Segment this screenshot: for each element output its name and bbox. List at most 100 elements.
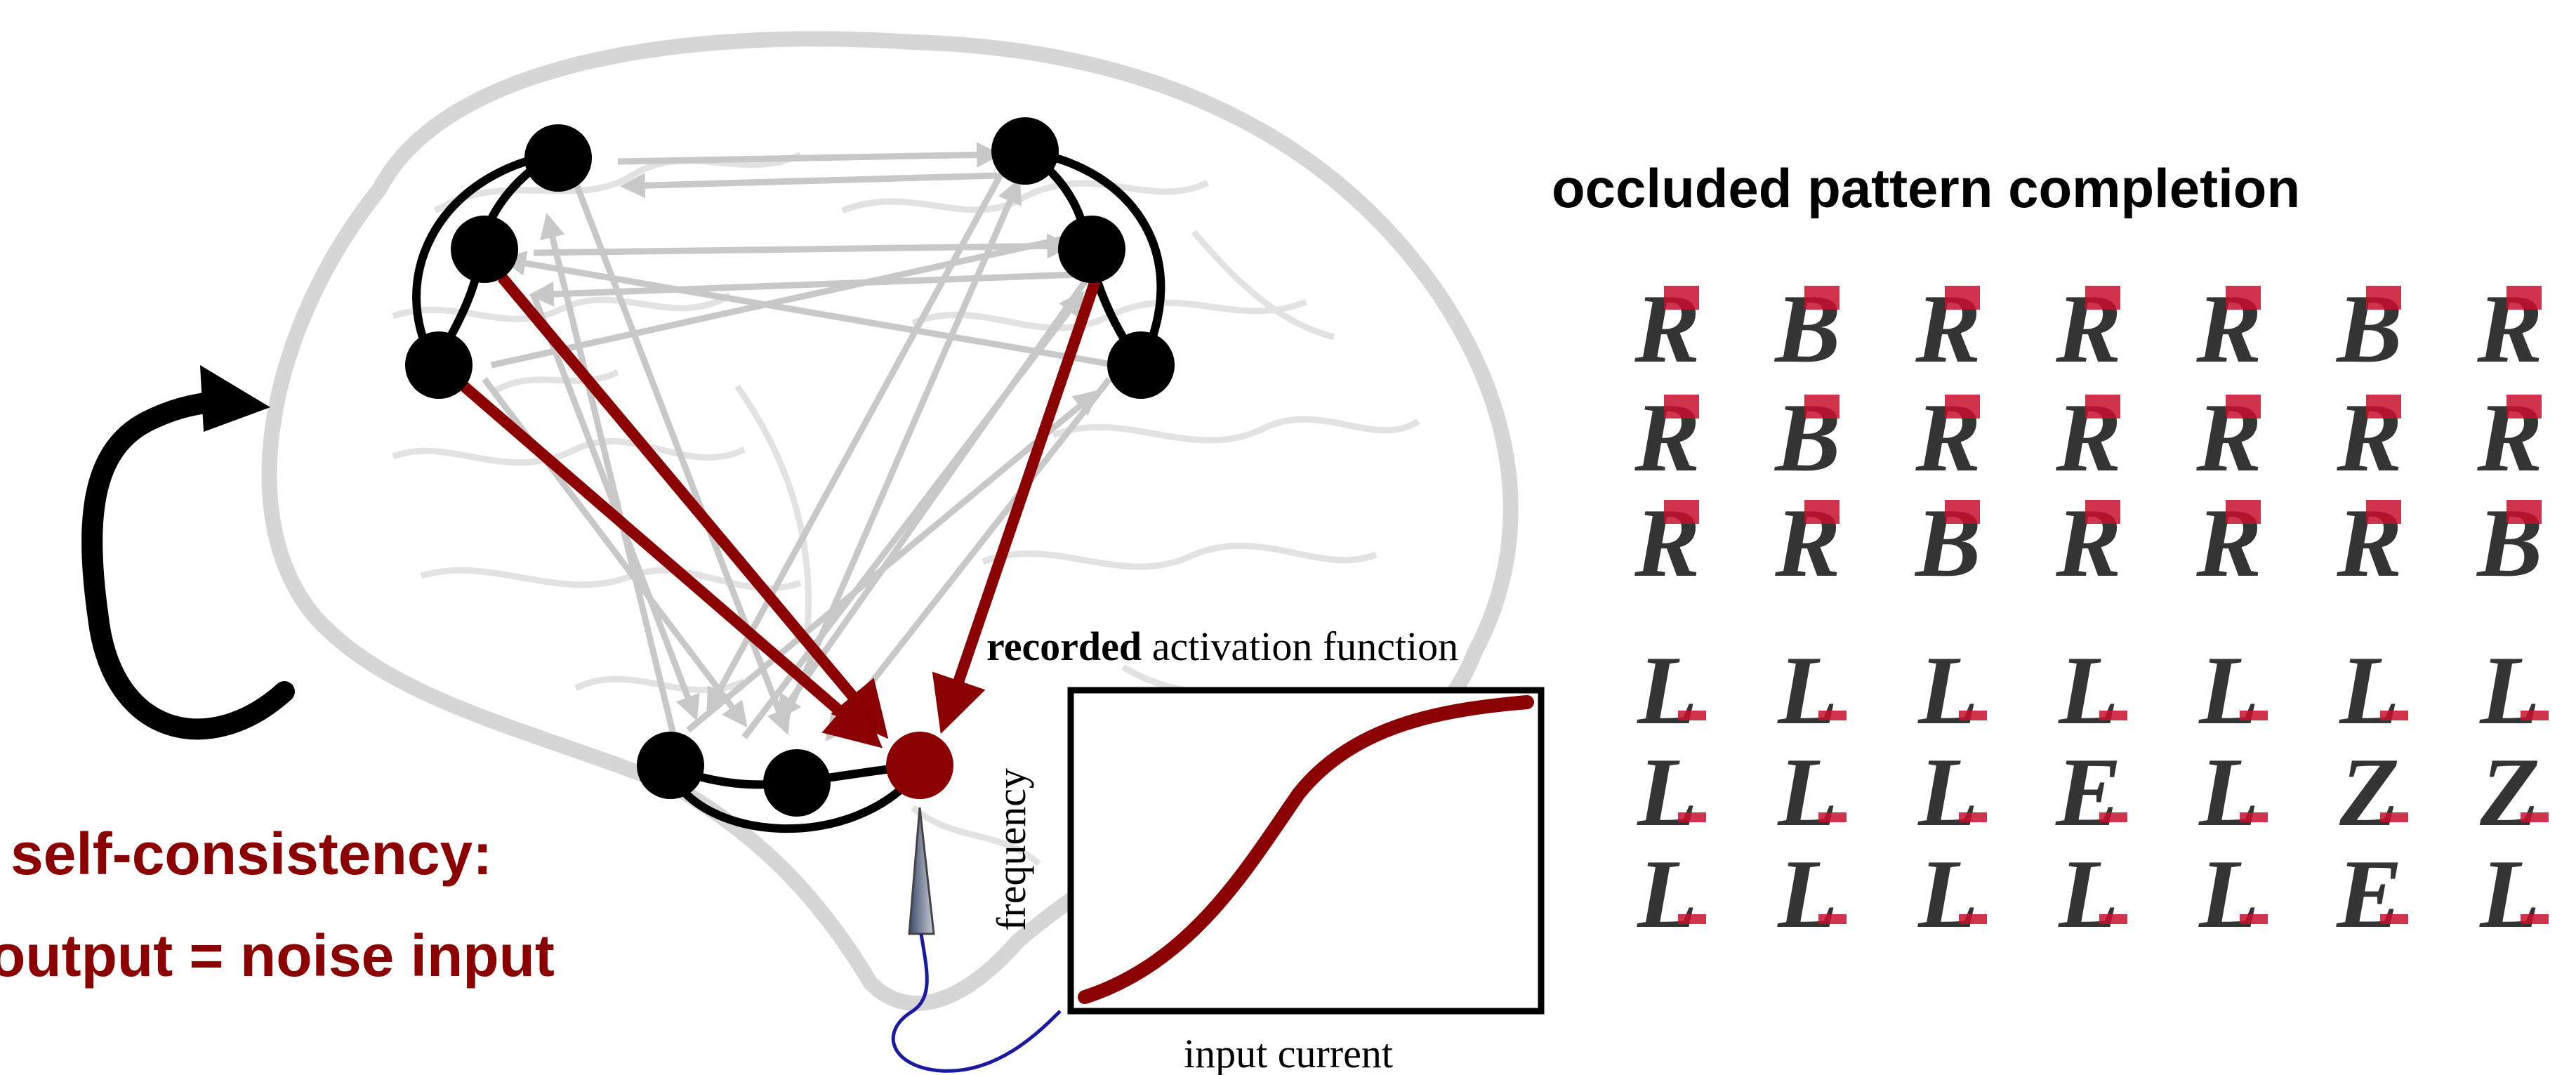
pattern-cell: R bbox=[1915, 383, 1981, 492]
completion-highlight bbox=[2366, 286, 2401, 310]
pattern-glyph: L bbox=[1917, 840, 1979, 949]
activation-curve bbox=[1078, 695, 1534, 1004]
completion-highlight bbox=[1945, 500, 1980, 524]
pattern-glyph: L bbox=[1776, 840, 1838, 949]
pattern-cell: L bbox=[2478, 636, 2549, 745]
completion-highlight bbox=[1818, 914, 1847, 924]
circular-arrow-icon bbox=[81, 365, 295, 740]
completion-highlight bbox=[1678, 812, 1706, 822]
pattern-cell: L bbox=[1776, 840, 1847, 949]
pattern-glyph: L bbox=[1636, 738, 1698, 847]
node bbox=[1107, 331, 1175, 399]
node bbox=[1058, 216, 1125, 283]
pattern-cell: R bbox=[1634, 383, 1700, 492]
pattern-cell: R bbox=[2055, 275, 2121, 383]
node bbox=[405, 331, 473, 399]
pattern-cell: L bbox=[2057, 636, 2127, 745]
activation-ylabel: frequency bbox=[989, 768, 1034, 931]
completion-highlight bbox=[2099, 711, 2127, 720]
pattern-completion-title: occluded pattern completion bbox=[1552, 157, 2300, 219]
node bbox=[451, 216, 518, 283]
completion-highlight bbox=[2226, 500, 2261, 524]
pattern-cell: L bbox=[2338, 636, 2408, 745]
activation-plot: recorded activation function frequency i… bbox=[986, 624, 1545, 1075]
pattern-cell: R bbox=[1774, 489, 1840, 598]
completion-highlight bbox=[2085, 500, 2120, 524]
pattern-glyph: L bbox=[2478, 840, 2540, 949]
completion-highlight bbox=[2506, 395, 2542, 418]
pattern-cell: B bbox=[1774, 275, 1840, 383]
completion-highlight bbox=[1959, 914, 1987, 924]
pattern-cell: R bbox=[2476, 383, 2542, 492]
electrode-wire bbox=[891, 933, 1062, 1073]
self-consistency-line1: self-consistency: bbox=[11, 821, 492, 887]
pattern-glyph: L bbox=[2057, 840, 2119, 949]
pattern-cell: L bbox=[1917, 840, 1987, 949]
pattern-glyph: L bbox=[1776, 636, 1838, 745]
completion-highlight bbox=[2380, 914, 2408, 924]
pattern-cell: R bbox=[2336, 489, 2402, 598]
completion-highlight bbox=[2240, 812, 2268, 822]
completion-highlight bbox=[2226, 395, 2261, 418]
pattern-cell: R bbox=[2336, 383, 2402, 492]
pattern-glyph: L bbox=[2478, 636, 2540, 745]
completion-highlight bbox=[1818, 812, 1847, 822]
recording-electrode bbox=[891, 807, 1062, 1073]
completion-highlight bbox=[2380, 711, 2408, 720]
pattern-glyph: L bbox=[1636, 636, 1698, 745]
pattern-cell: L bbox=[2478, 840, 2549, 949]
completion-highlight bbox=[1804, 395, 1839, 418]
network-nodes bbox=[405, 117, 1175, 817]
recorded-neuron bbox=[886, 732, 953, 799]
completion-highlight bbox=[2380, 812, 2408, 822]
pattern-glyph: Z bbox=[2339, 738, 2400, 847]
pattern-cell: L bbox=[1776, 636, 1847, 745]
pattern-glyph: L bbox=[1917, 738, 1979, 847]
node bbox=[637, 732, 704, 799]
pattern-cell: L bbox=[1636, 636, 1706, 745]
pattern-cell: E bbox=[2335, 840, 2408, 949]
completion-highlight bbox=[2521, 812, 2549, 822]
pattern-cell: R bbox=[2195, 489, 2261, 598]
completion-highlight bbox=[2085, 286, 2120, 310]
pattern-glyph: L bbox=[2338, 636, 2400, 745]
pattern-cell: R bbox=[2476, 275, 2542, 383]
pattern-glyph: L bbox=[2198, 840, 2259, 949]
node bbox=[763, 749, 831, 817]
pattern-cell: Z bbox=[2339, 738, 2408, 847]
node bbox=[524, 124, 592, 192]
completion-highlight bbox=[1678, 914, 1706, 924]
pattern-cell: R bbox=[1634, 489, 1700, 598]
pattern-cell: R bbox=[2195, 275, 2261, 383]
completion-highlight bbox=[1945, 395, 1980, 418]
completion-highlight bbox=[1818, 711, 1847, 720]
pattern-cell: B bbox=[2476, 489, 2542, 598]
completion-highlight bbox=[2521, 914, 2549, 924]
completion-highlight bbox=[2099, 812, 2127, 822]
pattern-glyph: L bbox=[2198, 636, 2259, 745]
pattern-cell: L bbox=[1636, 738, 1706, 847]
pattern-cell: B bbox=[1774, 383, 1840, 492]
pattern-cell: L bbox=[1776, 738, 1847, 847]
pattern-cell: R bbox=[1915, 275, 1981, 383]
pattern-glyph: L bbox=[1776, 738, 1838, 847]
completion-highlight bbox=[2366, 395, 2401, 418]
pattern-cell: B bbox=[1914, 489, 1981, 598]
pattern-cell: L bbox=[1917, 738, 1987, 847]
activation-xlabel: input current bbox=[1184, 1031, 1393, 1075]
pattern-glyph: L bbox=[1917, 636, 1979, 745]
pattern-cell: L bbox=[2198, 840, 2268, 949]
activation-title: recorded activation function bbox=[986, 624, 1458, 669]
pattern-cell: L bbox=[2198, 738, 2268, 847]
completion-highlight bbox=[1959, 711, 1987, 720]
self-consistency-line2: output = noise input bbox=[0, 923, 555, 989]
completion-highlight bbox=[2506, 286, 2542, 310]
completion-highlight bbox=[2099, 914, 2127, 924]
pattern-cell: R bbox=[2055, 383, 2121, 492]
completion-highlight bbox=[1804, 286, 1839, 310]
completion-highlight bbox=[1664, 286, 1699, 310]
pattern-cell: R bbox=[1634, 275, 1700, 383]
node bbox=[991, 117, 1059, 185]
completion-highlight bbox=[1945, 286, 1980, 310]
